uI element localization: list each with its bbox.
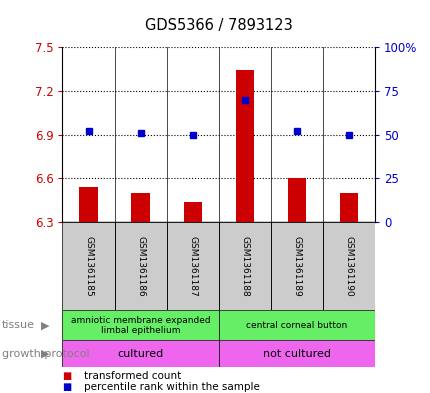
- Text: growth protocol: growth protocol: [2, 349, 89, 359]
- Text: percentile rank within the sample: percentile rank within the sample: [84, 382, 259, 392]
- Text: GSM1361187: GSM1361187: [188, 236, 197, 297]
- Text: ▶: ▶: [41, 320, 49, 330]
- Text: tissue: tissue: [2, 320, 35, 330]
- Text: GDS5366 / 7893123: GDS5366 / 7893123: [144, 18, 292, 33]
- Text: ■: ■: [62, 371, 71, 382]
- Bar: [114, 222, 166, 310]
- Bar: [218, 340, 400, 367]
- Bar: [62, 340, 218, 367]
- Bar: [218, 310, 400, 340]
- Bar: [166, 222, 218, 310]
- Text: GSM1361190: GSM1361190: [344, 236, 353, 297]
- Text: ■: ■: [62, 382, 71, 392]
- Bar: [339, 193, 357, 222]
- Text: not cultured: not cultured: [262, 349, 330, 359]
- Bar: [62, 310, 218, 340]
- Text: central corneal button: central corneal button: [246, 321, 347, 330]
- Text: GSM1361186: GSM1361186: [136, 236, 145, 297]
- Bar: [62, 222, 114, 310]
- Bar: [235, 70, 253, 222]
- Text: GSM1361189: GSM1361189: [292, 236, 301, 297]
- Text: amniotic membrane expanded
limbal epithelium: amniotic membrane expanded limbal epithe…: [71, 316, 210, 335]
- Bar: [270, 222, 322, 310]
- Bar: [322, 222, 374, 310]
- Text: transformed count: transformed count: [84, 371, 181, 382]
- Bar: [218, 222, 270, 310]
- Bar: [183, 202, 201, 222]
- Bar: [79, 187, 98, 222]
- Bar: [131, 193, 149, 222]
- Text: GSM1361185: GSM1361185: [84, 236, 93, 297]
- Text: ▶: ▶: [41, 349, 49, 359]
- Text: cultured: cultured: [117, 349, 163, 359]
- Bar: [287, 178, 305, 222]
- Text: GSM1361188: GSM1361188: [240, 236, 249, 297]
